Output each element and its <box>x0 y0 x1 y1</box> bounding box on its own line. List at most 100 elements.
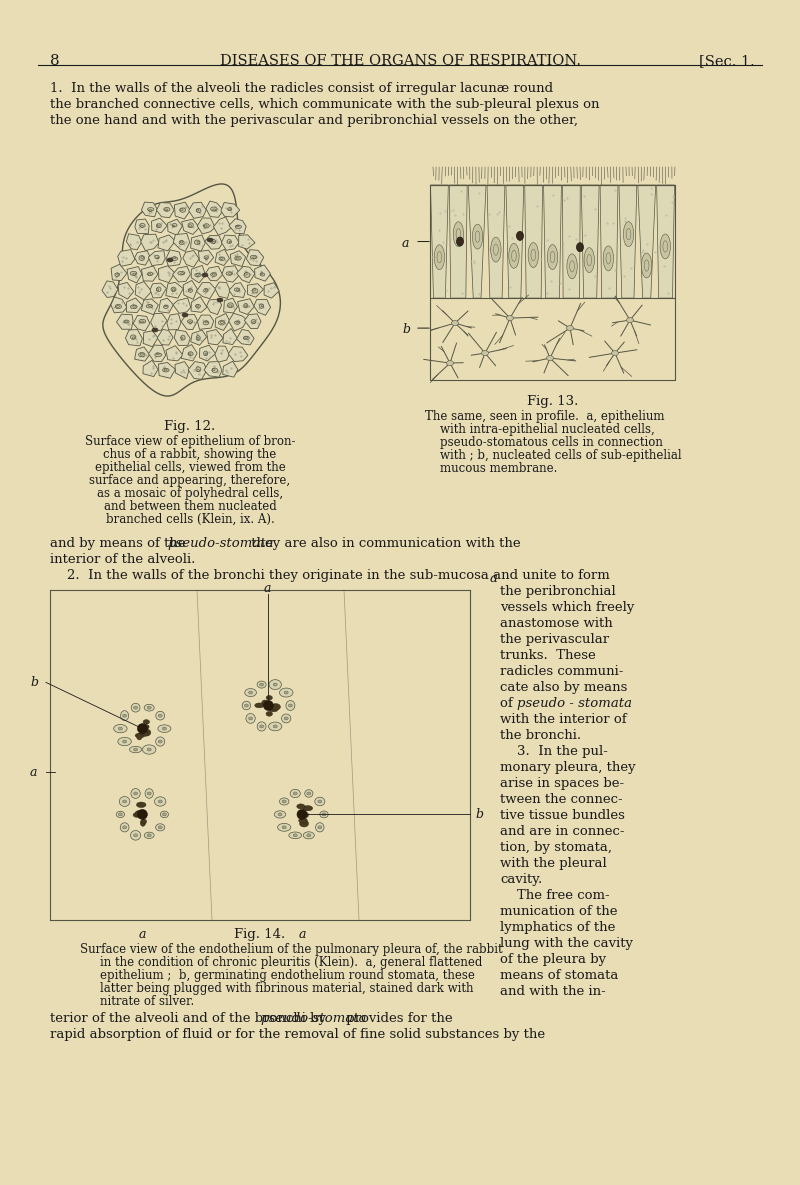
Ellipse shape <box>202 273 208 277</box>
Text: tween the connec-: tween the connec- <box>500 793 622 806</box>
Ellipse shape <box>218 320 225 325</box>
Ellipse shape <box>171 287 176 292</box>
Text: the one hand and with the perivascular and peribronchial vessels on the other,: the one hand and with the perivascular a… <box>50 114 578 127</box>
Text: Surface view of the endothelium of the pulmonary pleura of, the rabbit: Surface view of the endothelium of the p… <box>80 943 502 956</box>
Ellipse shape <box>144 704 154 711</box>
Ellipse shape <box>210 207 217 211</box>
Polygon shape <box>135 282 152 300</box>
Polygon shape <box>196 282 216 299</box>
Polygon shape <box>543 185 562 299</box>
Ellipse shape <box>133 813 142 818</box>
Polygon shape <box>254 265 270 281</box>
Text: a: a <box>402 237 410 250</box>
Ellipse shape <box>122 826 126 828</box>
Text: lymphatics of the: lymphatics of the <box>500 921 615 934</box>
Ellipse shape <box>180 207 186 212</box>
Polygon shape <box>118 282 134 299</box>
Ellipse shape <box>217 297 223 302</box>
Polygon shape <box>111 264 127 281</box>
Text: DISEASES OF THE ORGANS OF RESPIRATION.: DISEASES OF THE ORGANS OF RESPIRATION. <box>219 55 581 68</box>
Text: surface and appearing, therefore,: surface and appearing, therefore, <box>90 474 290 487</box>
Ellipse shape <box>302 806 313 811</box>
Ellipse shape <box>457 237 463 246</box>
Ellipse shape <box>234 256 242 261</box>
Polygon shape <box>205 236 222 249</box>
Ellipse shape <box>509 243 519 268</box>
Polygon shape <box>134 347 150 361</box>
Polygon shape <box>638 185 656 299</box>
Ellipse shape <box>196 335 200 340</box>
Ellipse shape <box>246 713 255 723</box>
Text: the perivascular: the perivascular <box>500 633 609 646</box>
Polygon shape <box>224 299 238 313</box>
Ellipse shape <box>249 691 253 694</box>
Ellipse shape <box>155 255 159 258</box>
Polygon shape <box>215 282 230 299</box>
Polygon shape <box>167 314 181 329</box>
Polygon shape <box>221 203 240 217</box>
Ellipse shape <box>146 305 153 308</box>
Ellipse shape <box>158 725 171 732</box>
Polygon shape <box>111 297 127 313</box>
Text: with the interior of: with the interior of <box>500 713 626 726</box>
Polygon shape <box>142 265 158 281</box>
Ellipse shape <box>188 352 193 356</box>
Ellipse shape <box>143 719 150 724</box>
Ellipse shape <box>122 800 126 803</box>
Ellipse shape <box>286 700 295 711</box>
Ellipse shape <box>298 819 307 822</box>
Ellipse shape <box>226 271 233 275</box>
Ellipse shape <box>130 305 137 308</box>
Text: Fig. 14.: Fig. 14. <box>234 928 286 941</box>
Ellipse shape <box>279 798 289 805</box>
Text: pseudo-stomata: pseudo-stomata <box>167 537 274 550</box>
Text: a: a <box>263 582 271 595</box>
Polygon shape <box>468 185 486 299</box>
Ellipse shape <box>289 832 302 839</box>
Ellipse shape <box>115 305 122 309</box>
Text: radicles communi-: radicles communi- <box>500 665 623 678</box>
Ellipse shape <box>156 711 165 720</box>
Ellipse shape <box>279 688 293 697</box>
Ellipse shape <box>517 231 523 241</box>
Text: The free com-: The free com- <box>500 889 610 902</box>
Polygon shape <box>166 250 182 267</box>
Ellipse shape <box>546 356 554 360</box>
Text: pseudo-stomatous cells in connection: pseudo-stomatous cells in connection <box>425 436 663 449</box>
Polygon shape <box>214 217 231 235</box>
Ellipse shape <box>266 696 273 700</box>
Polygon shape <box>157 329 173 345</box>
Text: and between them nucleated: and between them nucleated <box>104 500 276 513</box>
Ellipse shape <box>134 834 138 837</box>
Ellipse shape <box>288 704 293 707</box>
Ellipse shape <box>315 822 324 832</box>
Polygon shape <box>525 185 542 299</box>
Ellipse shape <box>131 703 140 712</box>
Ellipse shape <box>227 303 234 308</box>
Ellipse shape <box>260 725 264 728</box>
Ellipse shape <box>152 328 158 332</box>
Polygon shape <box>206 201 223 217</box>
Ellipse shape <box>137 734 142 739</box>
Polygon shape <box>102 281 118 297</box>
Polygon shape <box>166 346 183 361</box>
Ellipse shape <box>172 224 177 226</box>
Ellipse shape <box>271 704 281 710</box>
Text: b: b <box>402 324 410 337</box>
Text: Fig. 12.: Fig. 12. <box>164 419 216 433</box>
Circle shape <box>297 809 307 819</box>
Ellipse shape <box>282 800 286 803</box>
Ellipse shape <box>157 224 162 228</box>
Ellipse shape <box>297 803 305 809</box>
Polygon shape <box>174 203 190 219</box>
Ellipse shape <box>269 680 282 690</box>
Ellipse shape <box>446 360 454 366</box>
Text: b: b <box>475 808 483 821</box>
Ellipse shape <box>130 747 142 752</box>
Ellipse shape <box>120 822 129 832</box>
Ellipse shape <box>162 813 166 816</box>
Ellipse shape <box>167 258 173 262</box>
Polygon shape <box>562 185 580 299</box>
Ellipse shape <box>244 303 248 308</box>
Ellipse shape <box>254 703 264 707</box>
